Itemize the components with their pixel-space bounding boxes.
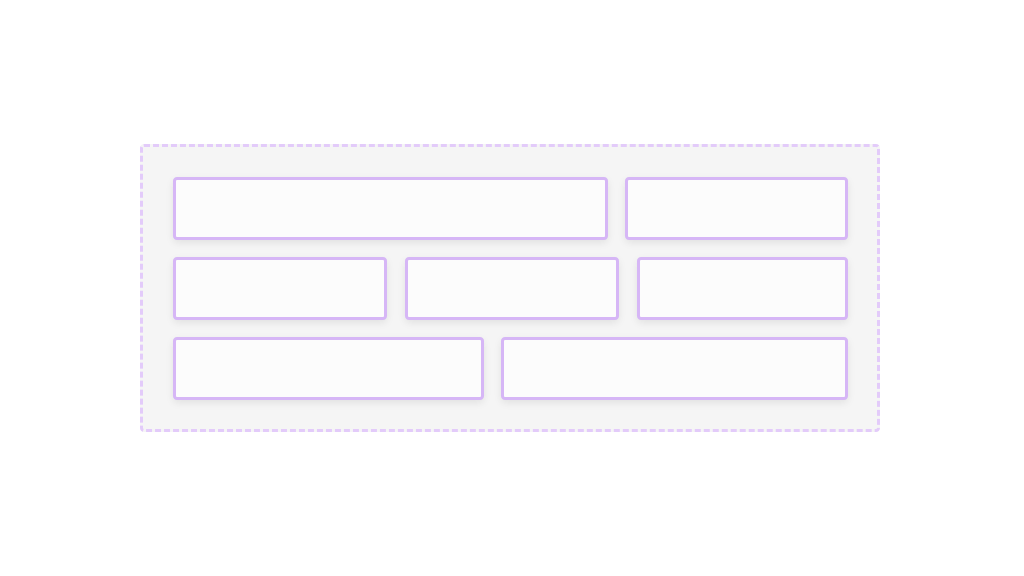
row-2-box-2 [405,257,619,320]
row-3-box-2 [501,337,848,400]
row-2-box-1 [173,257,387,320]
row-2-box-3 [637,257,848,320]
row-1-box-2 [625,177,848,240]
layout-container [140,144,880,432]
row-3-box-1 [173,337,484,400]
row-1-box-1 [173,177,608,240]
